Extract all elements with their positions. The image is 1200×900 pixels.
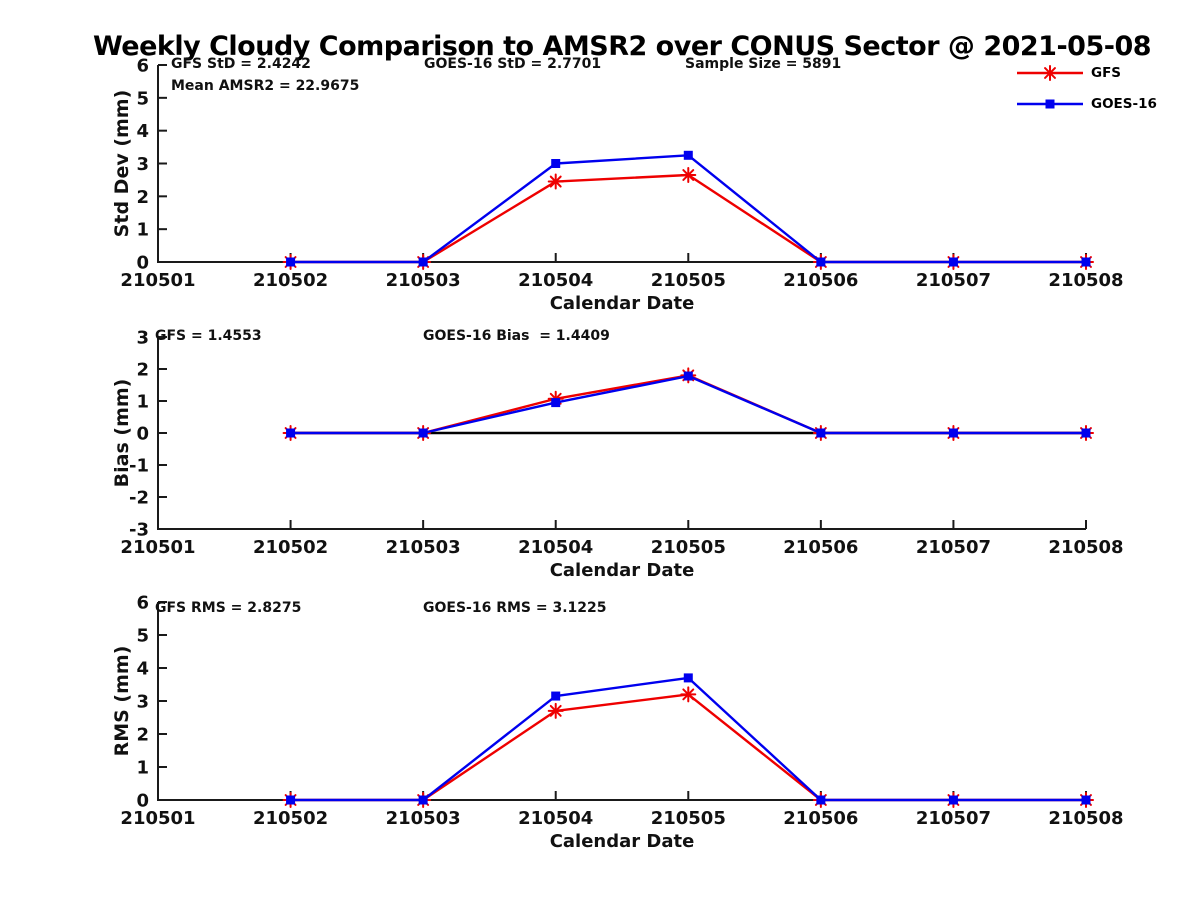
svg-text:3: 3 [136, 692, 149, 713]
svg-text:210506: 210506 [783, 537, 858, 558]
svg-text:6: 6 [136, 56, 149, 77]
annotation-goes16-bias: GOES-16 Bias = 1.4409 [423, 328, 610, 344]
svg-text:0: 0 [136, 791, 149, 812]
annotation-goes16-rms: GOES-16 RMS = 3.1225 [423, 600, 607, 616]
svg-text:5: 5 [136, 88, 149, 109]
legend-item-goes16: GOES-16 [1016, 95, 1157, 113]
svg-text:-3: -3 [129, 520, 149, 541]
svg-text:1: 1 [136, 392, 149, 413]
svg-text:Calendar Date: Calendar Date [550, 831, 695, 852]
svg-text:210507: 210507 [916, 808, 991, 829]
svg-text:210505: 210505 [651, 808, 726, 829]
svg-text:210506: 210506 [783, 270, 858, 291]
svg-text:210503: 210503 [386, 808, 461, 829]
annotation-mean-amsr2: Mean AMSR2 = 22.9675 [171, 78, 360, 94]
svg-text:1: 1 [136, 220, 149, 241]
svg-text:210501: 210501 [120, 808, 195, 829]
svg-text:210506: 210506 [783, 808, 858, 829]
svg-text:210507: 210507 [916, 270, 991, 291]
svg-text:6: 6 [136, 593, 149, 614]
svg-text:Bias (mm): Bias (mm) [111, 379, 133, 488]
annotation-gfs-rms: GFS RMS = 2.8275 [155, 600, 302, 616]
svg-text:Std Dev (mm): Std Dev (mm) [111, 90, 133, 238]
svg-text:Calendar Date: Calendar Date [550, 293, 695, 314]
svg-text:210504: 210504 [518, 808, 593, 829]
svg-text:210503: 210503 [386, 537, 461, 558]
std_dev-chart: 0 1 2 3 4 5 6 210501 210502 210503 210504 210505 210… [111, 56, 1124, 315]
svg-text:5: 5 [136, 626, 149, 647]
svg-text:4: 4 [136, 121, 149, 142]
legend-item-gfs: GFS [1016, 64, 1157, 82]
svg-text:3: 3 [136, 328, 149, 349]
svg-text:210507: 210507 [916, 537, 991, 558]
svg-text:0: 0 [136, 424, 149, 445]
svg-text:3: 3 [136, 154, 149, 175]
annotation-gfs-bias: GFS = 1.4553 [155, 328, 262, 344]
legend: GFS GOES-16 [1016, 64, 1157, 126]
svg-text:210502: 210502 [253, 808, 328, 829]
svg-text:210505: 210505 [651, 537, 726, 558]
svg-text:1: 1 [136, 758, 149, 779]
svg-text:210501: 210501 [120, 537, 195, 558]
svg-text:0: 0 [136, 253, 149, 274]
svg-text:-1: -1 [129, 456, 149, 477]
rms-chart: 0 1 2 3 4 5 6 210501 210502 210503 210504 210505 210… [111, 593, 1124, 853]
svg-text:210502: 210502 [253, 270, 328, 291]
svg-text:2: 2 [136, 725, 149, 746]
svg-text:210508: 210508 [1048, 808, 1123, 829]
goes16-line-marker-icon [1017, 99, 1083, 109]
svg-text:-2: -2 [129, 488, 149, 509]
svg-text:RMS (mm): RMS (mm) [111, 646, 133, 757]
annotation-sample-size: Sample Size = 5891 [685, 56, 842, 72]
svg-text:210505: 210505 [651, 270, 726, 291]
svg-text:210503: 210503 [386, 270, 461, 291]
svg-text:210501: 210501 [120, 270, 195, 291]
annotation-goes16-std: GOES-16 StD = 2.7701 [424, 56, 602, 72]
legend-label-gfs: GFS [1091, 65, 1122, 81]
svg-text:2: 2 [136, 360, 149, 381]
svg-text:210502: 210502 [253, 537, 328, 558]
svg-text:210504: 210504 [518, 537, 593, 558]
chart-title: Weekly Cloudy Comparison to AMSR2 over C… [92, 31, 1152, 62]
svg-text:210508: 210508 [1048, 270, 1123, 291]
svg-text:210508: 210508 [1048, 537, 1123, 558]
svg-text:Calendar Date: Calendar Date [550, 560, 695, 581]
annotation-gfs-std: GFS StD = 2.4242 [171, 56, 311, 72]
svg-text:210504: 210504 [518, 270, 593, 291]
gfs-line-marker-icon [1017, 65, 1083, 81]
bias-chart: -3 -2 -1 0 1 2 3 210501 210502 210503 210504 210505… [111, 328, 1124, 582]
svg-text:2: 2 [136, 187, 149, 208]
svg-text:4: 4 [136, 659, 149, 680]
legend-label-goes16: GOES-16 [1091, 96, 1157, 112]
